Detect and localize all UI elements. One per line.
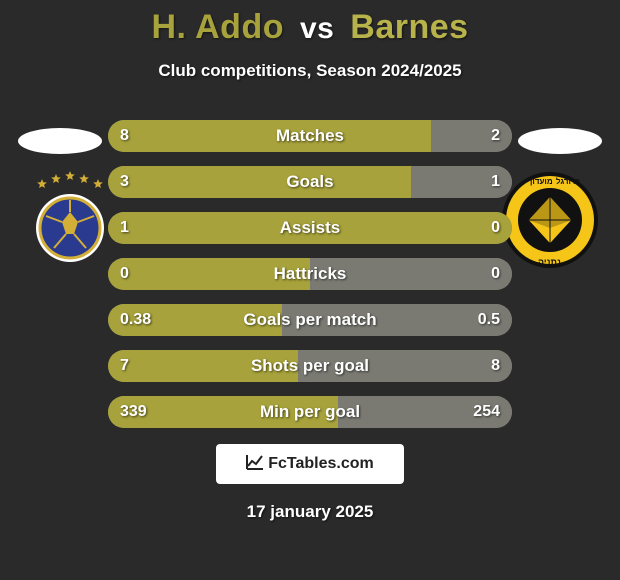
club-right-svg: מועדון כדורגל נתניה — [500, 170, 600, 270]
svg-text:נתניה: נתניה — [538, 257, 561, 267]
stat-row-goals: Goals3 1 — [108, 166, 512, 198]
svg-text:כדורגל: כדורגל — [556, 177, 580, 186]
bar-value-left: 0 — [120, 258, 129, 290]
bar-value-left: 339 — [120, 396, 147, 428]
club-logo-right: מועדון כדורגל נתניה — [500, 170, 600, 270]
stat-row-goals-per-match: Goals per match0.38 0.5 — [108, 304, 512, 336]
bar-value-left: 7 — [120, 350, 129, 382]
bar-label: Min per goal — [108, 396, 512, 428]
bar-value-left: 8 — [120, 120, 129, 152]
bar-value-right: 8 — [491, 350, 500, 382]
club-logo-left — [20, 170, 120, 270]
bar-label: Goals — [108, 166, 512, 198]
player2-name: Barnes — [350, 8, 468, 46]
club-left-svg — [20, 170, 120, 270]
bar-value-right: 0.5 — [478, 304, 500, 336]
bar-value-right: 1 — [491, 166, 500, 198]
stat-row-assists: Assists1 0 — [108, 212, 512, 244]
vs-label: vs — [300, 12, 334, 45]
bar-label: Shots per goal — [108, 350, 512, 382]
subtitle: Club competitions, Season 2024/2025 — [0, 61, 620, 81]
bar-label: Matches — [108, 120, 512, 152]
stat-row-hattricks: Hattricks0 0 — [108, 258, 512, 290]
footer-date: 17 january 2025 — [0, 502, 620, 522]
comparison-title: H. Addo vs Barnes — [0, 0, 620, 47]
stat-bars: Matches82Goals31Assists10Hattricks00Goal… — [108, 120, 512, 442]
player1-head-ellipse — [18, 128, 102, 154]
bar-label: Hattricks — [108, 258, 512, 290]
svg-text:מועדון: מועדון — [530, 177, 553, 186]
brand-badge[interactable]: FcTables.com — [216, 444, 404, 484]
bar-value-left: 1 — [120, 212, 129, 244]
stat-row-shots-per-goal: Shots per goal7 8 — [108, 350, 512, 382]
player1-name: H. Addo — [151, 8, 284, 46]
stat-row-matches: Matches8 2 — [108, 120, 512, 152]
bar-value-left: 3 — [120, 166, 129, 198]
bar-label: Goals per match — [108, 304, 512, 336]
bar-label: Assists — [108, 212, 512, 244]
brand-text: FcTables.com — [268, 455, 374, 473]
bar-value-right: 0 — [491, 258, 500, 290]
brand-chart-icon — [246, 454, 264, 475]
bar-value-left: 0.38 — [120, 304, 151, 336]
player2-head-ellipse — [518, 128, 602, 154]
stat-row-min-per-goal: Min per goal339 254 — [108, 396, 512, 428]
bar-value-right: 254 — [473, 396, 500, 428]
bar-value-right: 0 — [491, 212, 500, 244]
bar-value-right: 2 — [491, 120, 500, 152]
